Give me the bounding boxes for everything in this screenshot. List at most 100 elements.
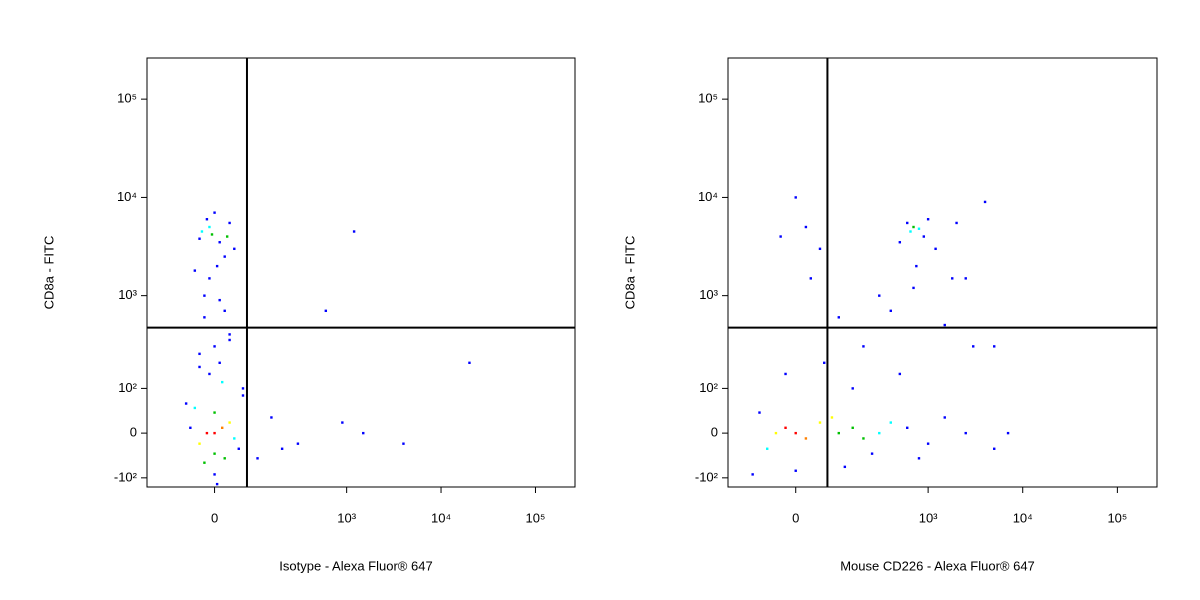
event-dot xyxy=(352,230,356,233)
event-dot xyxy=(878,294,881,297)
event-dot xyxy=(779,235,782,238)
event-dot xyxy=(296,442,300,445)
event-dot xyxy=(906,426,909,430)
event-dot xyxy=(912,286,915,290)
event-dot xyxy=(208,225,211,229)
event-dot xyxy=(889,309,892,313)
event-dot xyxy=(193,269,197,272)
event-dot xyxy=(964,431,967,435)
event-dot xyxy=(926,442,930,445)
event-dot xyxy=(362,431,365,435)
event-dot xyxy=(218,298,221,302)
event-dot xyxy=(341,421,344,424)
event-dot xyxy=(221,426,224,430)
event-dot xyxy=(213,431,216,435)
event-dot xyxy=(324,309,328,313)
event-dot xyxy=(225,235,229,238)
event-dot xyxy=(909,230,912,233)
event-dot xyxy=(972,345,975,348)
event-dot xyxy=(766,447,769,450)
event-dot xyxy=(223,255,226,258)
event-dot xyxy=(862,345,865,348)
y-tick-label: -10² xyxy=(695,469,719,484)
event-dot xyxy=(823,361,826,365)
y-tick-label: 10⁵ xyxy=(117,91,137,106)
event-dot xyxy=(213,452,216,455)
event-dot xyxy=(983,200,987,204)
event-dot xyxy=(200,230,204,233)
event-dot xyxy=(223,457,226,460)
event-dot xyxy=(213,411,216,414)
event-dot xyxy=(213,211,216,214)
event-dot xyxy=(915,264,918,268)
event-dot xyxy=(221,380,224,384)
event-dot xyxy=(218,241,221,244)
event-dot xyxy=(223,309,226,313)
event-dot xyxy=(964,277,967,280)
event-dot xyxy=(237,447,240,450)
event-dot xyxy=(198,442,201,445)
event-dot xyxy=(837,316,840,319)
x-axis-label: Isotype - Alexa Fluor® 647 xyxy=(279,558,432,573)
event-dot xyxy=(198,352,201,356)
event-dot xyxy=(774,431,778,435)
x-tick-label: 10⁵ xyxy=(1107,510,1127,525)
x-tick-label: 10⁴ xyxy=(431,510,451,525)
event-dot xyxy=(878,431,881,435)
event-dot xyxy=(468,361,471,365)
y-tick-label: 10⁴ xyxy=(698,189,718,204)
event-dot xyxy=(208,372,211,376)
event-dot xyxy=(934,247,937,251)
x-axis-label: Mouse CD226 - Alexa Fluor® 647 xyxy=(840,558,1035,573)
event-dot xyxy=(784,372,787,376)
event-dot xyxy=(228,333,231,336)
y-tick-label: 10⁴ xyxy=(117,189,137,204)
event-dot xyxy=(993,447,996,450)
event-dot xyxy=(402,442,405,445)
event-dot xyxy=(228,221,231,225)
event-dot xyxy=(228,421,231,424)
event-dot xyxy=(917,227,921,230)
event-dot xyxy=(843,465,847,469)
event-dot xyxy=(280,447,284,450)
y-tick-label: 10³ xyxy=(118,287,137,302)
event-dot xyxy=(208,277,211,280)
event-dot xyxy=(203,461,206,464)
x-tick-label: 0 xyxy=(211,510,218,525)
event-dot xyxy=(794,469,797,472)
y-axis-label: CD8a - FITC xyxy=(622,236,637,310)
event-dot xyxy=(830,416,834,419)
plot-frame xyxy=(727,57,1158,488)
y-tick-label: 0 xyxy=(711,425,718,440)
event-dot xyxy=(193,406,197,410)
event-dot xyxy=(898,241,902,244)
y-tick-label: 10² xyxy=(118,380,137,395)
event-dot xyxy=(256,457,259,460)
event-dot xyxy=(955,221,958,225)
x-tick-label: 10⁴ xyxy=(1013,510,1033,525)
event-dot xyxy=(818,247,822,251)
y-tick-label: 0 xyxy=(130,425,137,440)
event-dot xyxy=(943,323,946,327)
event-dot xyxy=(189,426,192,430)
event-dot xyxy=(809,277,812,280)
event-dot xyxy=(184,402,188,405)
y-tick-label: 10² xyxy=(699,380,718,395)
event-dot xyxy=(926,218,930,221)
event-dot xyxy=(851,426,854,430)
event-dot xyxy=(751,473,754,476)
event-dot xyxy=(917,457,921,460)
event-dot xyxy=(213,345,216,348)
y-tick-label: 10³ xyxy=(699,287,718,302)
event-dot xyxy=(922,235,926,238)
event-dot xyxy=(215,264,219,268)
event-dot xyxy=(804,437,808,440)
event-dot xyxy=(210,233,214,236)
event-dot xyxy=(213,473,216,476)
event-dot xyxy=(943,416,946,419)
x-tick-label: 10³ xyxy=(337,510,356,525)
event-dot xyxy=(862,437,865,440)
event-dot xyxy=(198,237,201,240)
event-dot xyxy=(233,437,236,440)
